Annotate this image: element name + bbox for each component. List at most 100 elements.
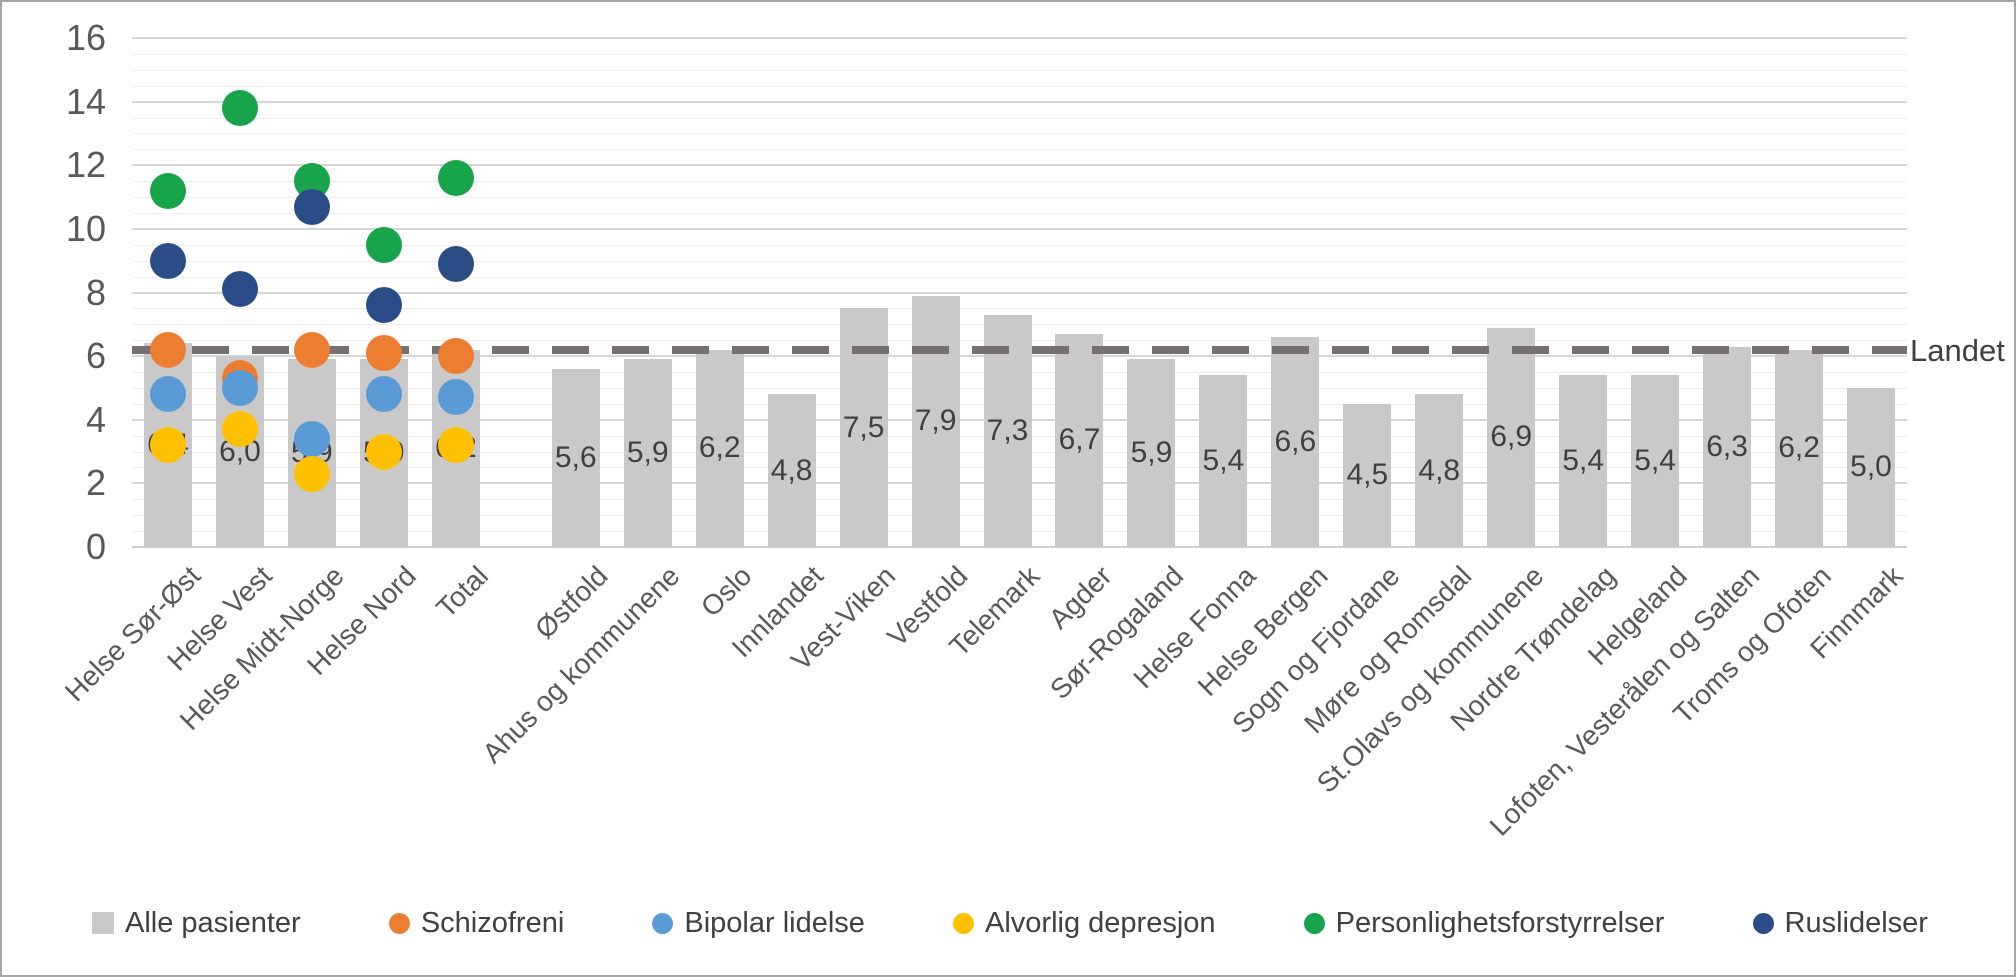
bar [1631,375,1680,547]
legend-dot-swatch [652,912,674,934]
scatter-dot-ruslidelser [221,271,258,308]
y-tick-label: 14 [65,80,106,122]
bar-data-label: 5,0 [1850,450,1892,484]
legend-label: Ruslidelser [1784,906,1928,939]
minor-gridline [132,276,1907,278]
bar [1703,346,1752,547]
reference-line-label: Landet [1910,333,2005,368]
legend-square-swatch [92,912,114,934]
scatter-dot-personlighetsforstyrrelser [365,226,402,263]
y-tick-label: 10 [65,207,106,249]
minor-gridline [132,308,1907,310]
minor-gridline [132,53,1907,55]
legend-dot-swatch [1752,912,1774,934]
scatter-dot-ruslidelser [437,245,474,282]
legend-label: Alvorlig depresjon [985,906,1216,939]
legend-label: Alle pasienter [125,906,301,939]
bar-data-label: 7,9 [914,404,957,438]
bar [695,349,744,547]
y-tick-label: 6 [85,335,106,377]
bar-data-label: 5,4 [1634,444,1676,478]
bar-data-label: 6,6 [1274,425,1317,459]
bar-data-label: 5,9 [1130,436,1173,470]
x-tick-label: Oslo [694,560,758,623]
bar-data-label: 4,8 [770,453,813,487]
x-tick-label: Total [429,560,494,624]
bar [1559,375,1608,547]
scatter-dot-alvorlig-depresjon [293,455,330,492]
bar [551,368,600,547]
scatter-dot-bipolar-lidelse [365,376,402,413]
legend-dot-swatch [388,912,410,934]
legend-label: Schizofreni [420,906,565,939]
legend-dot-swatch [1303,912,1325,934]
bar [1415,394,1464,547]
y-tick-label: 2 [85,462,106,504]
bar-data-label: 5,6 [554,440,597,474]
legend-label: Personlighetsforstyrrelser [1335,906,1665,939]
scatter-dot-bipolar-lidelse [221,369,258,406]
scatter-dot-schizofreni [149,331,186,368]
bar-data-label: 6,2 [1778,431,1820,465]
x-axis-line [132,546,1907,548]
bar [911,295,960,547]
y-tick-label: 0 [85,526,106,567]
scatter-dot-alvorlig-depresjon [365,433,402,470]
bar [1055,333,1104,547]
bar-data-label: 6,7 [1058,423,1101,457]
minor-gridline [132,244,1907,246]
major-gridline [132,227,1907,230]
major-gridline [132,100,1907,103]
bar [1487,327,1536,547]
bar-data-label: 5,4 [1202,444,1245,478]
scatter-dot-personlighetsforstyrrelser [221,89,258,126]
major-gridline [132,164,1907,167]
scatter-dot-ruslidelser [149,242,186,279]
y-axis: 0 2 4 6 8 10 12 14 16 [2,18,106,567]
scatter-dot-alvorlig-depresjon [437,427,474,464]
bar-data-label: 5,4 [1562,444,1605,478]
scatter-dot-personlighetsforstyrrelser [437,159,474,196]
legend: Alle pasienter Schizofreni Bipolar lidelse… [92,899,1928,947]
y-tick-label: 12 [65,144,106,186]
legend-item: Ruslidelser [1752,906,1928,940]
legend-dot-swatch [953,912,975,934]
legend-item: Alvorlig depresjon [953,907,1216,940]
minor-gridline [132,181,1907,183]
minor-gridline [132,197,1907,199]
legend-item: Bipolar lidelse [652,907,865,940]
bar [1847,387,1896,547]
y-tick-label: 16 [65,17,106,58]
scatter-dot-personlighetsforstyrrelser [149,172,186,209]
minor-gridline [132,85,1907,87]
minor-gridline [132,133,1907,135]
bar [1775,349,1824,547]
bar-data-label: 7,5 [842,410,885,444]
scatter-dot-schizofreni [437,338,474,375]
scatter-dot-bipolar-lidelse [149,376,186,413]
scatter-dot-alvorlig-depresjon [149,427,186,464]
bar-data-label: 4,8 [1418,453,1461,487]
bar-data-label: 5,9 [626,436,669,470]
bar-data-label: 6,9 [1490,420,1533,454]
bar [1343,403,1392,547]
bar [1199,375,1248,547]
bar-data-label: 4,5 [1346,458,1389,492]
minor-gridline [132,212,1907,214]
major-gridline [132,291,1907,294]
bar-data-label: 7,3 [986,413,1029,447]
bar [1271,337,1320,547]
scatter-dot-schizofreni [365,334,402,371]
scatter-dot-schizofreni [293,331,330,368]
bar-data-label: 6,3 [1706,429,1748,463]
legend-item: Personlighetsforstyrrelser [1303,906,1665,940]
bar [623,359,672,547]
scatter-dot-alvorlig-depresjon [221,411,258,448]
plot-area: 6,46,05,95,96,25,65,96,24,87,57,97,36,75… [132,37,1907,548]
reference-line [132,345,1907,354]
bar-data-label: 6,2 [698,431,741,465]
bar [767,394,816,547]
scatter-dot-bipolar-lidelse [437,379,474,416]
minor-gridline [132,149,1907,151]
